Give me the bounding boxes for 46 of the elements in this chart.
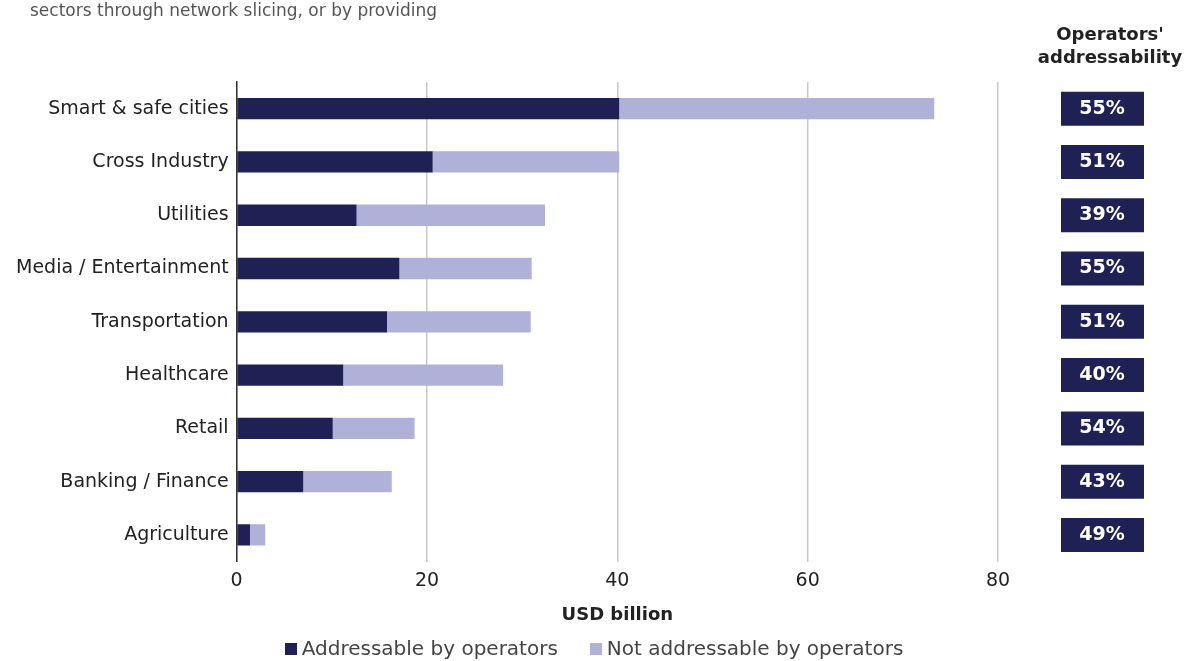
y-tick-label: Media / Entertainment	[15, 255, 229, 278]
y-tick-label: Utilities	[157, 202, 229, 225]
legend-label: Addressable by operators	[300, 636, 558, 660]
text: 55%	[1079, 95, 1125, 118]
text: 40%	[1079, 362, 1125, 385]
x-axis-title: USD billion	[561, 602, 674, 624]
y-tick-label: Transportation	[90, 308, 229, 331]
bar	[237, 257, 400, 280]
x-tick-label: 80	[985, 567, 1011, 590]
bar	[343, 364, 504, 386]
bar	[237, 151, 433, 173]
x-tick-label: 20	[414, 567, 440, 590]
bar	[237, 97, 620, 120]
y-tick-label: Retail	[174, 415, 229, 438]
bar	[237, 471, 304, 493]
text: Operators' addressability	[1036, 22, 1184, 68]
y-tick-label: Smart & safe cities	[48, 95, 229, 118]
bar	[432, 151, 620, 173]
x-tick-label: 0	[230, 567, 243, 590]
y-tick-label: Agriculture	[124, 521, 229, 544]
text: 51%	[1079, 148, 1125, 171]
text: sectors through network slicing, or by providing	[30, 0, 438, 20]
x-tick-label: 60	[795, 567, 820, 590]
bar	[237, 364, 344, 386]
bar	[332, 417, 415, 440]
x-tick-label: 40	[605, 567, 630, 590]
legend-label: Not addressable by operators	[605, 636, 904, 660]
bar	[237, 204, 357, 226]
bar	[399, 257, 532, 280]
bar	[619, 97, 935, 120]
text: 39%	[1079, 202, 1125, 225]
text: 43%	[1079, 468, 1125, 491]
bar	[237, 524, 250, 546]
bar	[387, 311, 531, 333]
text: 49%	[1079, 521, 1125, 544]
bar	[356, 204, 545, 226]
text: 55%	[1079, 255, 1125, 278]
bar	[237, 417, 333, 440]
text: 54%	[1079, 415, 1125, 438]
bar	[237, 311, 388, 333]
bar	[303, 471, 392, 493]
y-tick-label: Healthcare	[125, 362, 229, 385]
y-tick-label: Banking / Finance	[60, 468, 229, 491]
y-tick-label: Cross Industry	[92, 148, 229, 171]
bar	[249, 524, 266, 546]
text: 51%	[1079, 308, 1125, 331]
